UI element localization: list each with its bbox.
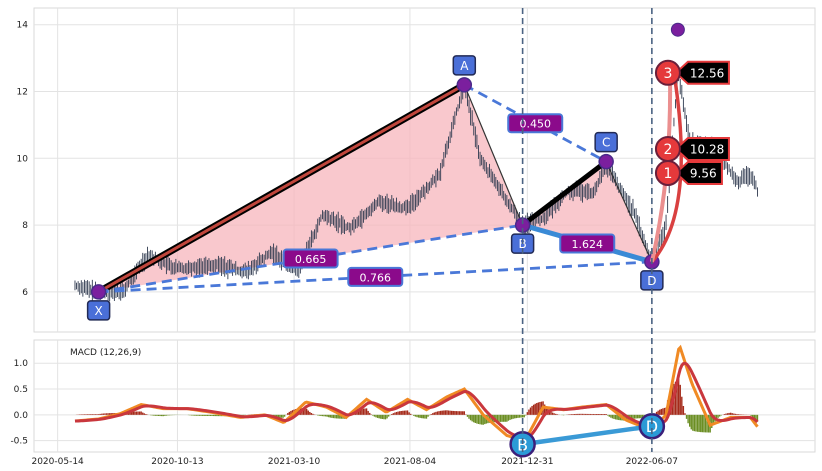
pattern-fills (98, 84, 652, 292)
target-2: 10.28 2 (654, 135, 730, 162)
ratio-label-text: 0.766 (359, 271, 391, 284)
pattern-point-dot (90, 284, 107, 300)
target-circle (654, 59, 681, 86)
target-value-box (674, 60, 730, 85)
target-circle (654, 135, 681, 162)
target-value-label: 12.56 (690, 66, 724, 80)
pattern-point-a: A (452, 55, 477, 93)
target-value-label: 9.56 (690, 167, 717, 181)
pattern-triangle-xab (98, 84, 523, 292)
target-label: 2 (663, 142, 672, 158)
cd-line (605, 161, 653, 263)
target-label: 1 (663, 166, 672, 182)
high-point-dot (670, 22, 685, 37)
macd-point-label: D (646, 417, 658, 436)
price-y-tick-label: 10 (17, 154, 29, 164)
pattern-point-dot (598, 153, 614, 170)
target-value-label: 10.28 (690, 142, 724, 156)
macd-y-tick-label: 1.0 (14, 359, 29, 369)
ratio-label: 0.450 (507, 113, 564, 134)
target-3: 12.56 3 (654, 59, 730, 86)
ratio-label-text: 0.665 (295, 253, 327, 266)
ratio-label-box (559, 233, 616, 254)
pattern-points: XABCD (86, 22, 685, 321)
ratio-label: 0.665 (282, 248, 339, 269)
xa-line (97, 83, 466, 294)
ratio-label-box (347, 266, 404, 287)
pattern-point-box (594, 131, 618, 153)
pattern-point-box (86, 300, 111, 321)
macd-y-tick-label: 0.0 (14, 411, 29, 421)
x-tick-label: 2021-03-10 (268, 457, 321, 467)
price-y-tick-label: 6 (22, 288, 28, 298)
ratio-label-box (507, 113, 564, 134)
x-tick-label: 2021-08-04 (384, 457, 437, 467)
vertical-markers (521, 8, 653, 452)
pattern-point-c: C (594, 131, 618, 170)
macd-pattern-points: BD (509, 412, 666, 458)
price-y-tick-label: 14 (17, 21, 29, 31)
ratio-label: 1.624 (559, 233, 616, 254)
ratio-labels: 0.665 0.450 1.624 0.766 (282, 113, 616, 287)
ratio-label: 0.766 (347, 266, 404, 287)
macd-bd-line (522, 423, 653, 447)
macd-y-tick-labels: -0.5 0.0 0.5 1.0 (10, 359, 28, 446)
pattern-point-x: X (86, 284, 111, 321)
x-tick-label: 2020-05-14 (31, 457, 84, 467)
pattern-point-label: A (460, 59, 469, 73)
pattern-triangle-bcd (522, 161, 652, 262)
macd-y-tick-label: -0.5 (10, 437, 28, 447)
macd-point-label: B (517, 435, 528, 454)
pattern-point-label: C (602, 136, 610, 150)
price-y-tick-labels: 6 8 10 12 14 (17, 21, 29, 298)
pattern-point-label: X (95, 304, 103, 318)
macd-panel: -0.50.00.51.0 BD MACD (12,26,9) (10, 339, 816, 458)
target-1: 9.56 1 (654, 160, 723, 187)
target-value-box (674, 136, 730, 161)
x-tick-label: 2022-06-07 (626, 457, 678, 467)
pattern-point-box (452, 55, 477, 76)
pattern-point-dot (456, 77, 473, 93)
x-tick-label: 2021-12-31 (501, 457, 553, 467)
price-y-tick-label: 8 (22, 221, 28, 231)
price-y-tick-label: 12 (17, 88, 28, 98)
ratio-label-box (282, 248, 339, 269)
target-arrow-curve (650, 72, 684, 264)
target-value-box (674, 161, 723, 186)
pattern-point-label: B (519, 237, 527, 251)
x-tick-label: 2020-10-13 (151, 457, 203, 467)
target-label: 3 (663, 66, 672, 82)
targets: 9.56 1 10.28 2 12.56 3 (649, 59, 730, 264)
macd-label: MACD (12,26,9) (70, 348, 141, 358)
ab-line (463, 84, 524, 226)
macd-point-b: B (509, 431, 536, 458)
ratio-label-text: 1.624 (571, 238, 603, 251)
bc-line (520, 159, 609, 228)
ratio-label-text: 0.450 (519, 118, 551, 131)
x-tick-labels: 2020-05-14 2020-10-13 2021-03-10 2021-08-04… (31, 457, 678, 467)
macd-point-d: D (638, 412, 666, 440)
macd-y-tick-label: 0.5 (14, 385, 28, 395)
